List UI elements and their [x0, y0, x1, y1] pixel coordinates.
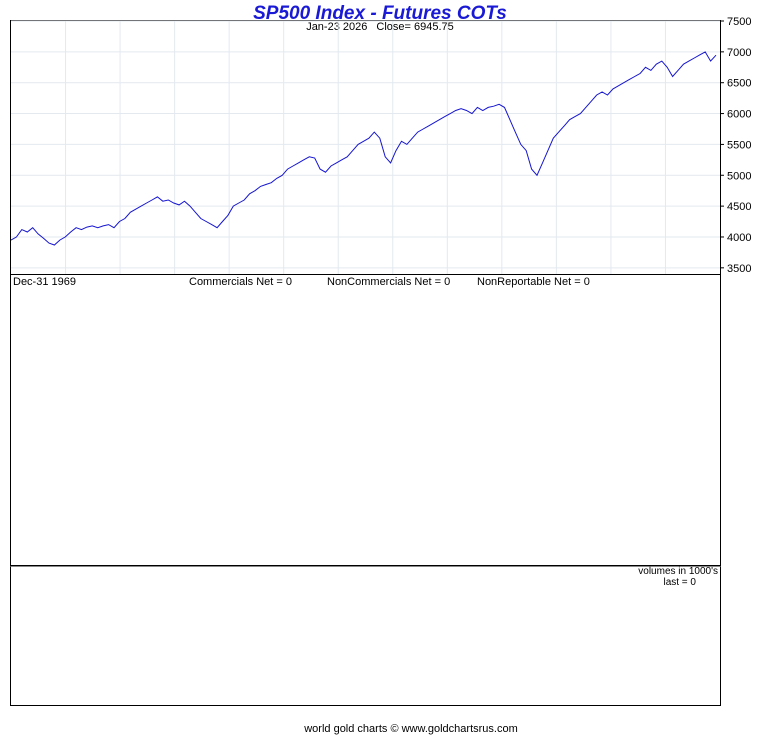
- footer-credit: world gold charts © www.goldchartsrus.co…: [304, 723, 518, 735]
- y-tick-label: 6500: [727, 78, 751, 90]
- cot-panel: [10, 275, 721, 566]
- volume-panel: [10, 566, 721, 706]
- price-series-line: [10, 51, 717, 246]
- y-tick-label: 4000: [727, 232, 751, 244]
- chart-subtitle: Jan-23 2026 Close= 6945.75: [0, 21, 760, 33]
- chart-title: SP500 Index - Futures COTs: [253, 3, 507, 24]
- y-tick-label: 3500: [727, 263, 751, 275]
- y-tick-label: 7500: [727, 16, 751, 28]
- price-chart: 3500 4000 4500 5000 5500 6000 6500 7000 7500: [10, 16, 751, 275]
- noncommercials-net: NonCommercials Net = 0: [327, 276, 451, 288]
- nonreportable-net: NonReportable Net = 0: [477, 276, 590, 288]
- y-tick-label: 5000: [727, 170, 751, 182]
- latest-date: Jan-23 2026: [306, 21, 368, 33]
- latest-close: Close= 6945.75: [376, 21, 454, 33]
- volume-last: last = 0: [663, 577, 696, 588]
- y-tick-label: 4500: [727, 201, 751, 213]
- commercials-net: Commercials Net = 0: [189, 276, 293, 288]
- y-tick-label: 7000: [727, 47, 751, 59]
- cot-date: Dec-31 1969: [13, 276, 76, 288]
- y-tick-label: 5500: [727, 139, 751, 151]
- volume-units: volumes in 1000's: [638, 566, 718, 577]
- y-tick-label: 6000: [727, 109, 751, 121]
